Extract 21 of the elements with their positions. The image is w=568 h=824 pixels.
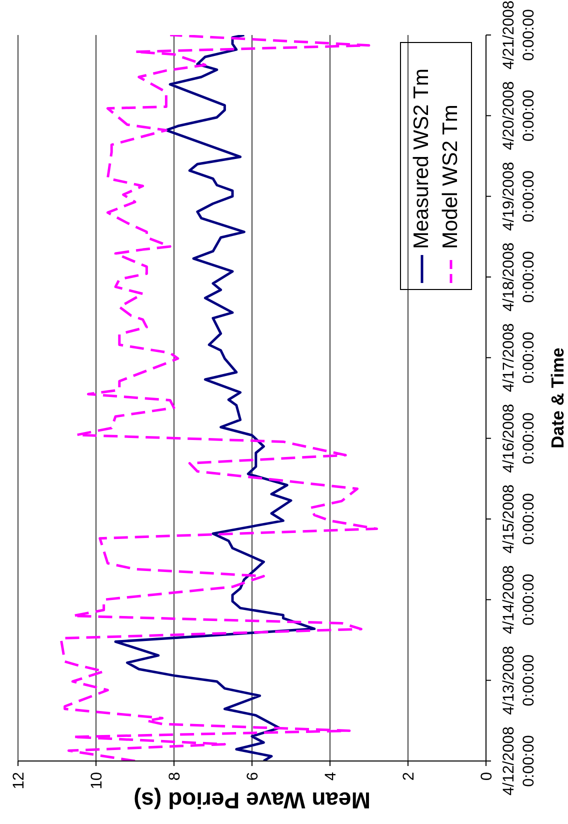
y-tick-label: 4/13/2008 0:00:00 <box>500 646 538 715</box>
y-tick-label: 4/14/2008 0:00:00 <box>500 565 538 634</box>
x-axis-title: Mean Wave Period (s) <box>134 788 370 814</box>
y-tick-label: 4/18/2008 0:00:00 <box>500 242 538 312</box>
y-tick-label: 4/20/2008 0:00:00 <box>500 81 538 150</box>
y-axis-title: Date & Time <box>547 347 568 448</box>
y-tick-label: 4/19/2008 0:00:00 <box>500 162 538 231</box>
x-tick-label: 4 <box>322 772 340 781</box>
x-tick-label: 0 <box>478 772 496 781</box>
x-tick-label: 2 <box>400 772 418 781</box>
x-tick-label: 12 <box>10 772 28 790</box>
x-tick-label: 6 <box>244 772 262 781</box>
x-tick-label: 10 <box>88 772 106 790</box>
y-tick-label: 4/12/2008 0:00:00 <box>500 726 538 796</box>
x-tick-label: 8 <box>166 772 184 781</box>
y-tick-label: 4/21/2008 0:00:00 <box>500 0 538 70</box>
y-tick-label: 4/15/2008 0:00:00 <box>500 484 538 554</box>
y-tick-label: 4/17/2008 0:00:00 <box>500 323 538 392</box>
text: Model WS2 Tm <box>438 104 463 249</box>
y-tick-label: 4/16/2008 0:00:00 <box>500 404 538 473</box>
text: Measured WS2 Tm <box>409 68 434 249</box>
